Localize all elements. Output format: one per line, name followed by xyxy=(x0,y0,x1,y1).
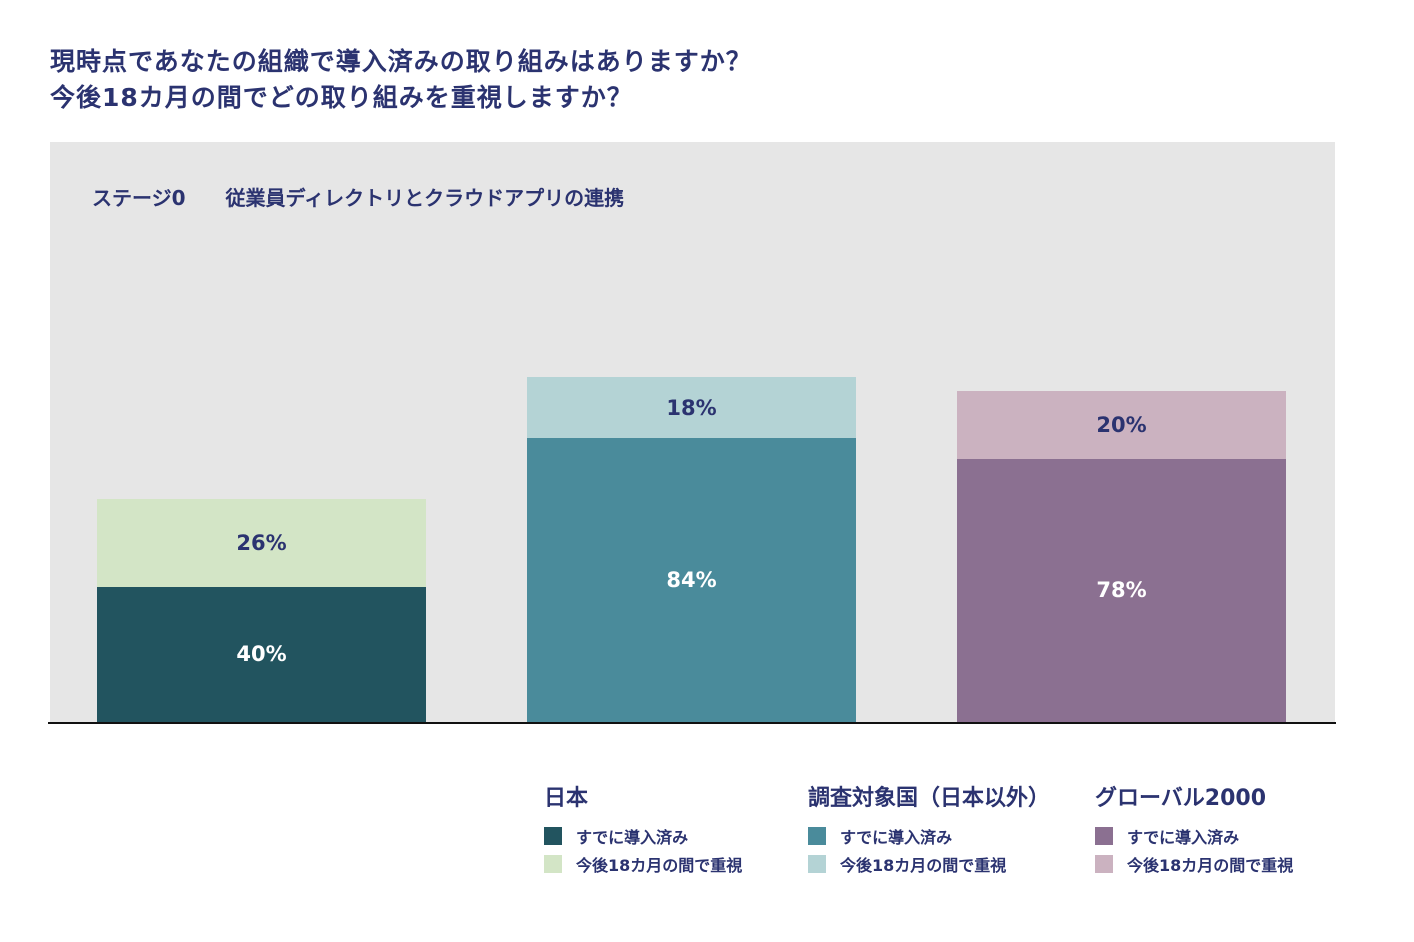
data-label: 18% xyxy=(666,395,717,420)
bar-segment-adopted: 84% xyxy=(527,438,856,722)
legend-item: 今後18カ月の間で重視 xyxy=(544,850,742,878)
legend-group-title: 調査対象国（日本以外） xyxy=(808,786,1051,811)
chart-subtitle: ステージ0 従業員ディレクトリとクラウドアプリの連携 xyxy=(92,182,624,211)
data-label: 84% xyxy=(666,568,717,593)
legend-label: すでに導入済み xyxy=(840,828,953,847)
legend-group: 日本すでに導入済み今後18カ月の間で重視 xyxy=(544,780,742,878)
legend-group-title: グローバル2000 xyxy=(1095,786,1267,811)
legend-swatch xyxy=(1095,855,1113,873)
bar-segment-adopted: 40% xyxy=(97,586,426,722)
legend-label: すでに導入済み xyxy=(576,828,689,847)
legend-item: 今後18カ月の間で重視 xyxy=(808,850,1050,878)
bar-segment-planned: 20% xyxy=(957,390,1286,459)
legend-label: すでに導入済み xyxy=(1127,828,1240,847)
legend-group: グローバル2000 すでに導入済み今後18カ月の間で重視 xyxy=(1095,780,1293,878)
title-line-1: 現時点であなたの組織で導入済みの取り組みはありますか？ xyxy=(50,47,752,76)
legend-label: 今後18カ月の間で重視 xyxy=(1127,856,1294,875)
chart-title: 現時点であなたの組織で導入済みの取り組みはありますか？ 今後18カ月の間でどの取… xyxy=(50,44,752,116)
legend-label: 今後18カ月の間で重視 xyxy=(576,856,743,875)
legend-swatch xyxy=(808,855,826,873)
data-label: 40% xyxy=(236,642,287,667)
bar-segment-planned: 18% xyxy=(527,377,856,439)
legend-group: 調査対象国（日本以外） すでに導入済み今後18カ月の間で重視 xyxy=(808,780,1050,878)
legend-item: すでに導入済み xyxy=(1095,822,1293,850)
legend-swatch xyxy=(808,827,826,845)
bar-segment-adopted: 78% xyxy=(957,458,1286,722)
stage-text: 従業員ディレクトリとクラウドアプリの連携 xyxy=(225,186,625,210)
stage-label: ステージ0 xyxy=(92,186,186,210)
legend-swatch xyxy=(1095,827,1113,845)
data-label: 26% xyxy=(236,530,287,555)
legend-swatch xyxy=(544,855,562,873)
bar-segment-planned: 26% xyxy=(97,499,426,587)
legend-item: すでに導入済み xyxy=(808,822,1050,850)
legend-label: 今後18カ月の間で重視 xyxy=(840,856,1007,875)
legend-item: 今後18カ月の間で重視 xyxy=(1095,850,1293,878)
legend-item: すでに導入済み xyxy=(544,822,742,850)
data-label: 78% xyxy=(1096,578,1147,603)
legend-group-title: 日本 xyxy=(544,786,589,811)
title-line-2: 今後18カ月の間でどの取り組みを重視しますか？ xyxy=(50,83,633,112)
data-label: 20% xyxy=(1096,412,1147,437)
legend-swatch xyxy=(544,827,562,845)
x-axis-line xyxy=(48,722,1336,724)
